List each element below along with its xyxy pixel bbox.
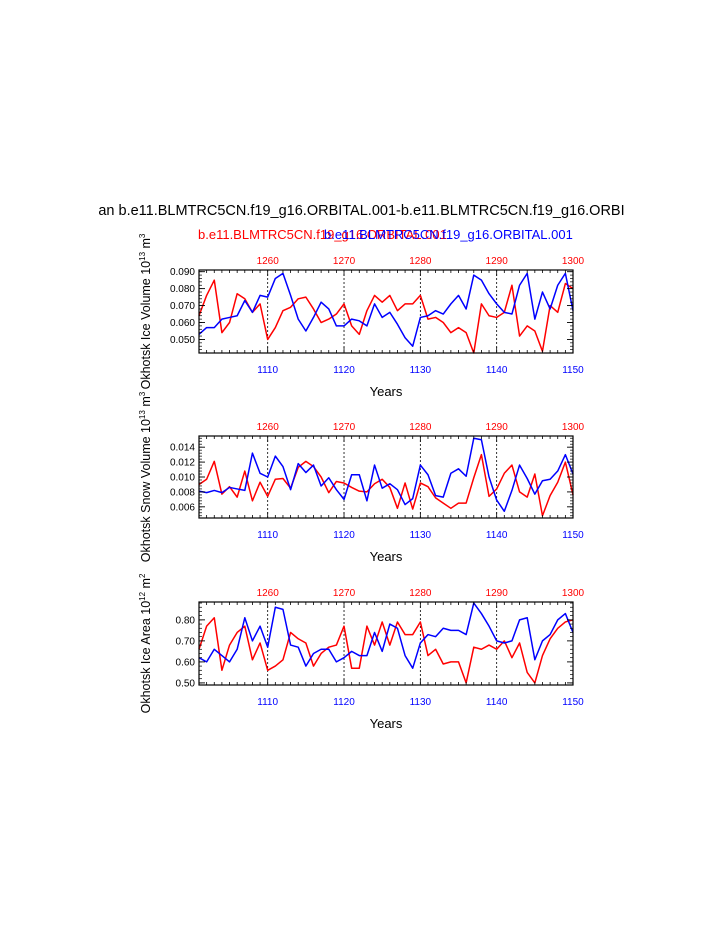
y-tick-label: 0.006: [170, 502, 195, 513]
y-axis-label-exponent: 13: [138, 410, 147, 419]
top-x-tick-label: 1260: [257, 588, 280, 599]
series-line-red: [198, 617, 574, 684]
series-line-red: [198, 453, 574, 517]
y-axis-label-text: Okhotsk Ice Volume 10: [139, 261, 153, 390]
x-tick-label: 1150: [562, 530, 584, 541]
top-x-tick-label: 1270: [333, 588, 356, 599]
y-tick-label: 0.008: [170, 487, 195, 498]
x-tick-label: 1140: [486, 530, 508, 541]
y-axis-label-exponent: 3: [138, 391, 147, 396]
y-axis-label-text: Okhotsk Ice Area 10: [139, 601, 153, 714]
subtitle-blue: b.e11.BLMTRC5CN.f19_g16.ORBITAL.001: [324, 227, 573, 242]
x-tick-label: 1110: [257, 530, 278, 541]
x-tick-label: 1120: [333, 697, 355, 708]
y-axis-label-exponent: 13: [138, 251, 147, 260]
y-tick-label: 0.012: [170, 458, 195, 469]
x-tick-label: 1120: [333, 530, 355, 541]
y-axis-label: Okhotsk Ice Volume 1013 m3: [138, 233, 153, 389]
panel-1: 1110 1260 1120 1270 1130 1280 1140 1290 1150 1300…: [138, 233, 585, 399]
y-tick-label: 0.70: [176, 636, 196, 647]
x-tick-label: 1150: [562, 365, 584, 376]
y-axis-label-exponent: 2: [138, 573, 147, 578]
x-tick-label: 1150: [562, 697, 584, 708]
y-axis-label-text: m: [139, 238, 153, 252]
y-axis-label-text: Okhotsk Snow Volume 10: [139, 419, 153, 562]
x-tick-label: 1110: [257, 697, 278, 708]
y-axis-label-text: m: [139, 578, 153, 592]
y-axis-label-exponent: 12: [138, 591, 147, 600]
y-axis-label-exponent: 3: [138, 233, 147, 238]
x-tick-label: 1120: [333, 365, 355, 376]
chart-title: an b.e11.BLMTRC5CN.f19_g16.ORBITAL.001-b…: [98, 203, 625, 219]
x-tick-label: 1130: [410, 530, 432, 541]
top-x-tick-label: 1280: [409, 422, 432, 433]
panel-2: 1110 1260 1120 1270 1130 1280 1140 1290 1150 1300…: [138, 391, 585, 564]
y-axis-label: Okhotsk Ice Area 1012 m2: [138, 573, 153, 713]
top-x-tick-label: 1300: [562, 256, 585, 267]
plot-frame: [198, 269, 574, 354]
top-x-tick-label: 1290: [486, 588, 509, 599]
top-x-tick-label: 1260: [257, 256, 280, 267]
top-x-tick-label: 1270: [333, 422, 356, 433]
x-axis-label: Years: [370, 384, 403, 399]
y-axis-label: Okhotsk Snow Volume 1013 m3: [138, 391, 153, 562]
top-x-tick-label: 1300: [562, 422, 585, 433]
y-tick-label: 0.080: [170, 284, 195, 295]
y-tick-label: 0.60: [176, 657, 196, 668]
top-x-tick-label: 1270: [333, 256, 356, 267]
series-line-blue: [198, 272, 574, 347]
panel-3: 1110 1260 1120 1270 1130 1280 1140 1290 1150 1300…: [138, 573, 585, 731]
top-x-tick-label: 1290: [486, 422, 509, 433]
x-axis-label: Years: [370, 549, 403, 564]
y-tick-label: 0.050: [170, 335, 195, 346]
top-x-tick-label: 1290: [486, 256, 509, 267]
y-tick-label: 0.80: [176, 615, 196, 626]
y-tick-label: 0.50: [176, 678, 196, 689]
top-x-tick-label: 1260: [257, 422, 280, 433]
y-tick-label: 0.014: [170, 443, 195, 454]
x-tick-label: 1140: [486, 697, 508, 708]
y-tick-label: 0.010: [170, 473, 195, 484]
series-line-red: [198, 279, 574, 354]
x-tick-label: 1110: [257, 365, 278, 376]
x-tick-label: 1140: [486, 365, 508, 376]
x-tick-label: 1130: [410, 365, 432, 376]
top-x-tick-label: 1300: [562, 588, 585, 599]
plot-frame: [198, 601, 574, 686]
y-tick-label: 0.070: [170, 301, 195, 312]
y-tick-label: 0.060: [170, 318, 195, 329]
subtitle-red: b.e11.BLMTRC5CN.f19_g16.ORBITAL.001: [198, 227, 447, 242]
y-axis-label-text: m: [139, 396, 153, 410]
x-tick-label: 1130: [410, 697, 432, 708]
series-line-blue: [198, 602, 574, 669]
top-x-tick-label: 1280: [409, 256, 432, 267]
x-axis-label: Years: [370, 716, 403, 731]
plot-frame: [198, 435, 574, 519]
series-line-blue: [198, 437, 574, 513]
y-tick-label: 0.090: [170, 267, 195, 278]
top-x-tick-label: 1280: [409, 588, 432, 599]
